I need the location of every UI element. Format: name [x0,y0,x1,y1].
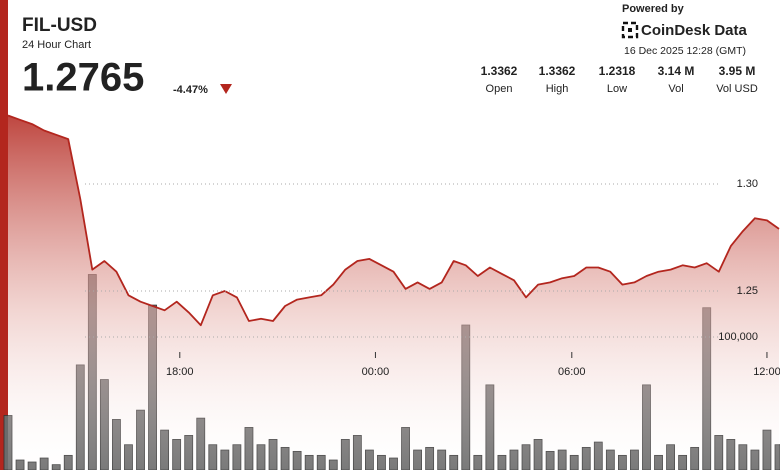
stat-value: 1.2318 [599,64,636,78]
price-area [8,115,779,470]
symbol: FIL-USD [22,15,97,36]
price-change: -4.47% [173,84,208,96]
last-price: 1.2765 [22,56,144,100]
x-tick-label: 12:00 [753,366,780,378]
x-tick-label: 06:00 [558,366,586,378]
down-arrow [220,84,232,94]
stat-value: 3.95 M [719,64,756,78]
brand-logo [621,21,639,39]
y-tick-label: 1.30 [737,178,758,190]
stat-label: Vol [668,83,683,95]
price-line [7,114,780,327]
accent-strip [0,0,8,470]
stat-label: High [546,83,569,95]
stat-label: Vol USD [716,83,758,95]
x-tick-label: 18:00 [166,366,194,378]
y2-tick-label: 100,000 [718,331,758,343]
plot-area [3,114,780,470]
y-tick-label: 1.25 [737,285,758,297]
x-tick-label: 00:00 [362,366,390,378]
subtitle: 24 Hour Chart [22,39,91,51]
stat-value: 3.14 M [658,64,695,78]
stat-label: Low [607,83,627,95]
powered-by: Powered by [622,3,685,15]
stat-label: Open [486,83,513,95]
timestamp: 16 Dec 2025 12:28 (GMT) [624,45,746,57]
stat-value: 1.3362 [539,64,576,78]
stat-value: 1.3362 [481,64,518,78]
brand: CoinDesk Data [641,22,748,39]
